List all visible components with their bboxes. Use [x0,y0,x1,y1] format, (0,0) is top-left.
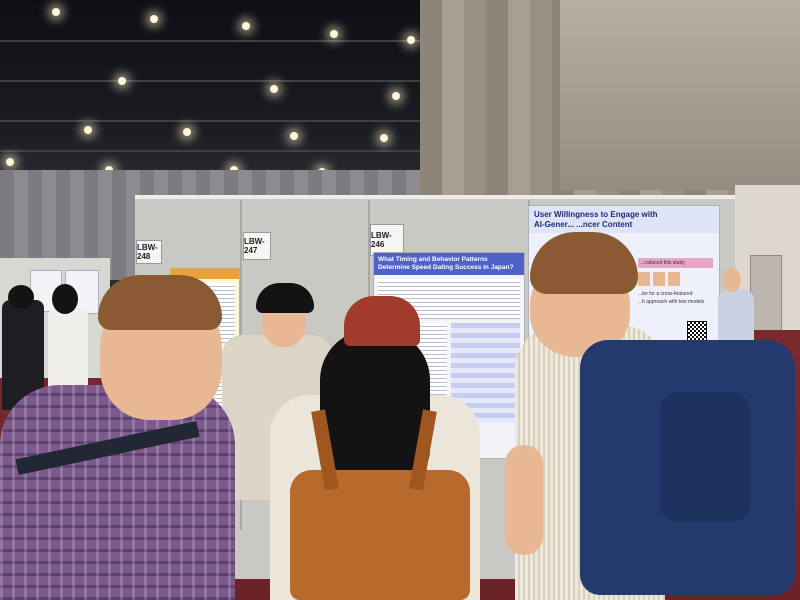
example-face-image [668,272,680,286]
ceiling-light [6,158,14,166]
ceiling-truss [0,40,520,42]
ceiling-light [242,22,250,30]
poster-header-bar [171,269,239,279]
door [750,255,782,337]
poster-note: ...roduced this study [638,258,713,268]
orange-backpack [290,470,470,600]
backpack-pocket [660,392,750,522]
poster-title-line: User Willingness to Engage with [534,210,658,219]
presenter-hair [256,283,314,313]
ceiling-light [290,132,298,140]
booth-label: LBW-246 [370,224,404,256]
ceiling-light [183,128,191,136]
example-face-image [653,272,665,286]
background-person-head [723,268,741,292]
poster-note: ...h approach with two models [638,299,705,305]
ceiling-truss [0,120,440,122]
poster-note: ...be for a cross-featured [638,291,693,297]
person-hair [530,232,638,294]
background-person-head [8,285,34,309]
long-black-hair [320,330,430,480]
ceiling-truss [0,150,420,152]
ceiling-light [380,134,388,142]
qr-code [687,321,707,341]
person-hair [98,275,222,330]
ceiling-light [270,85,278,93]
ceiling-light [150,15,158,23]
booth-label: LBW-248 [136,240,162,264]
ceiling-light [407,36,415,44]
background-person-head [52,284,78,314]
ceiling-truss [0,80,480,82]
ceiling-light [84,126,92,134]
poster-title: What Timing and Behavior Patterns Determ… [374,253,524,275]
background-person [48,308,88,388]
poster-title-line: Determine Speed Dating Success in Japan? [378,263,514,271]
side-wall-upper [560,0,800,190]
example-face-image [638,272,650,286]
poster-title: User Willingness to Engage with AI-Gener… [529,206,719,234]
ceiling-light [118,77,126,85]
ceiling-light [392,92,400,100]
red-cap [344,296,420,346]
booth-label: LBW-247 [243,232,271,260]
poster-title-line: AI-Gener... ...ncer Content [534,219,633,229]
ceiling-light [330,30,338,38]
person-plaid-shirt [0,385,235,600]
poster-title-line: What Timing and Behavior Patterns [378,256,488,263]
person-arm [505,445,543,555]
ceiling-light [52,8,60,16]
